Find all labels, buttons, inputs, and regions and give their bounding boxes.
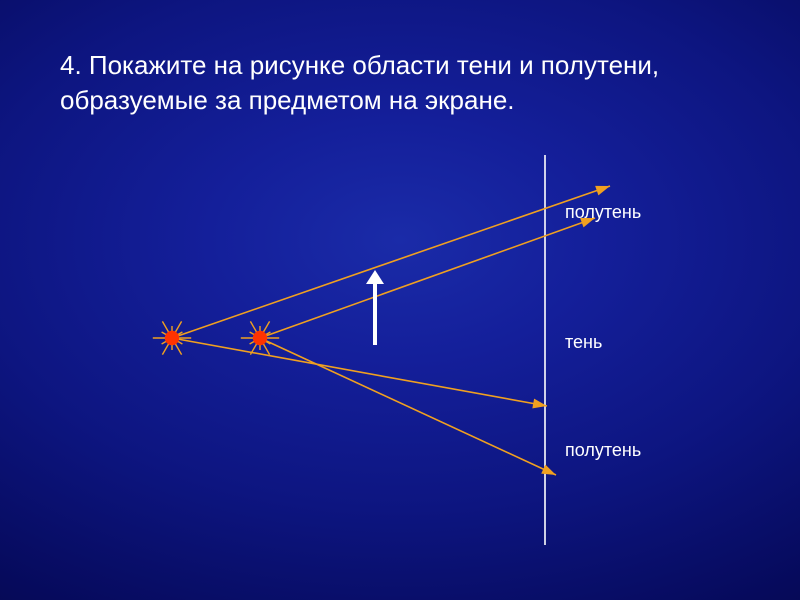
light-source-icon	[153, 321, 191, 354]
label-upper-penumbra: полутень	[565, 202, 641, 223]
label-lower-penumbra: полутень	[565, 440, 641, 461]
light-source-icon	[241, 321, 279, 354]
slide: 4. Покажите на рисунке области тени и по…	[0, 0, 800, 600]
ray-diagram	[0, 0, 800, 600]
label-shadow: тень	[565, 332, 602, 353]
